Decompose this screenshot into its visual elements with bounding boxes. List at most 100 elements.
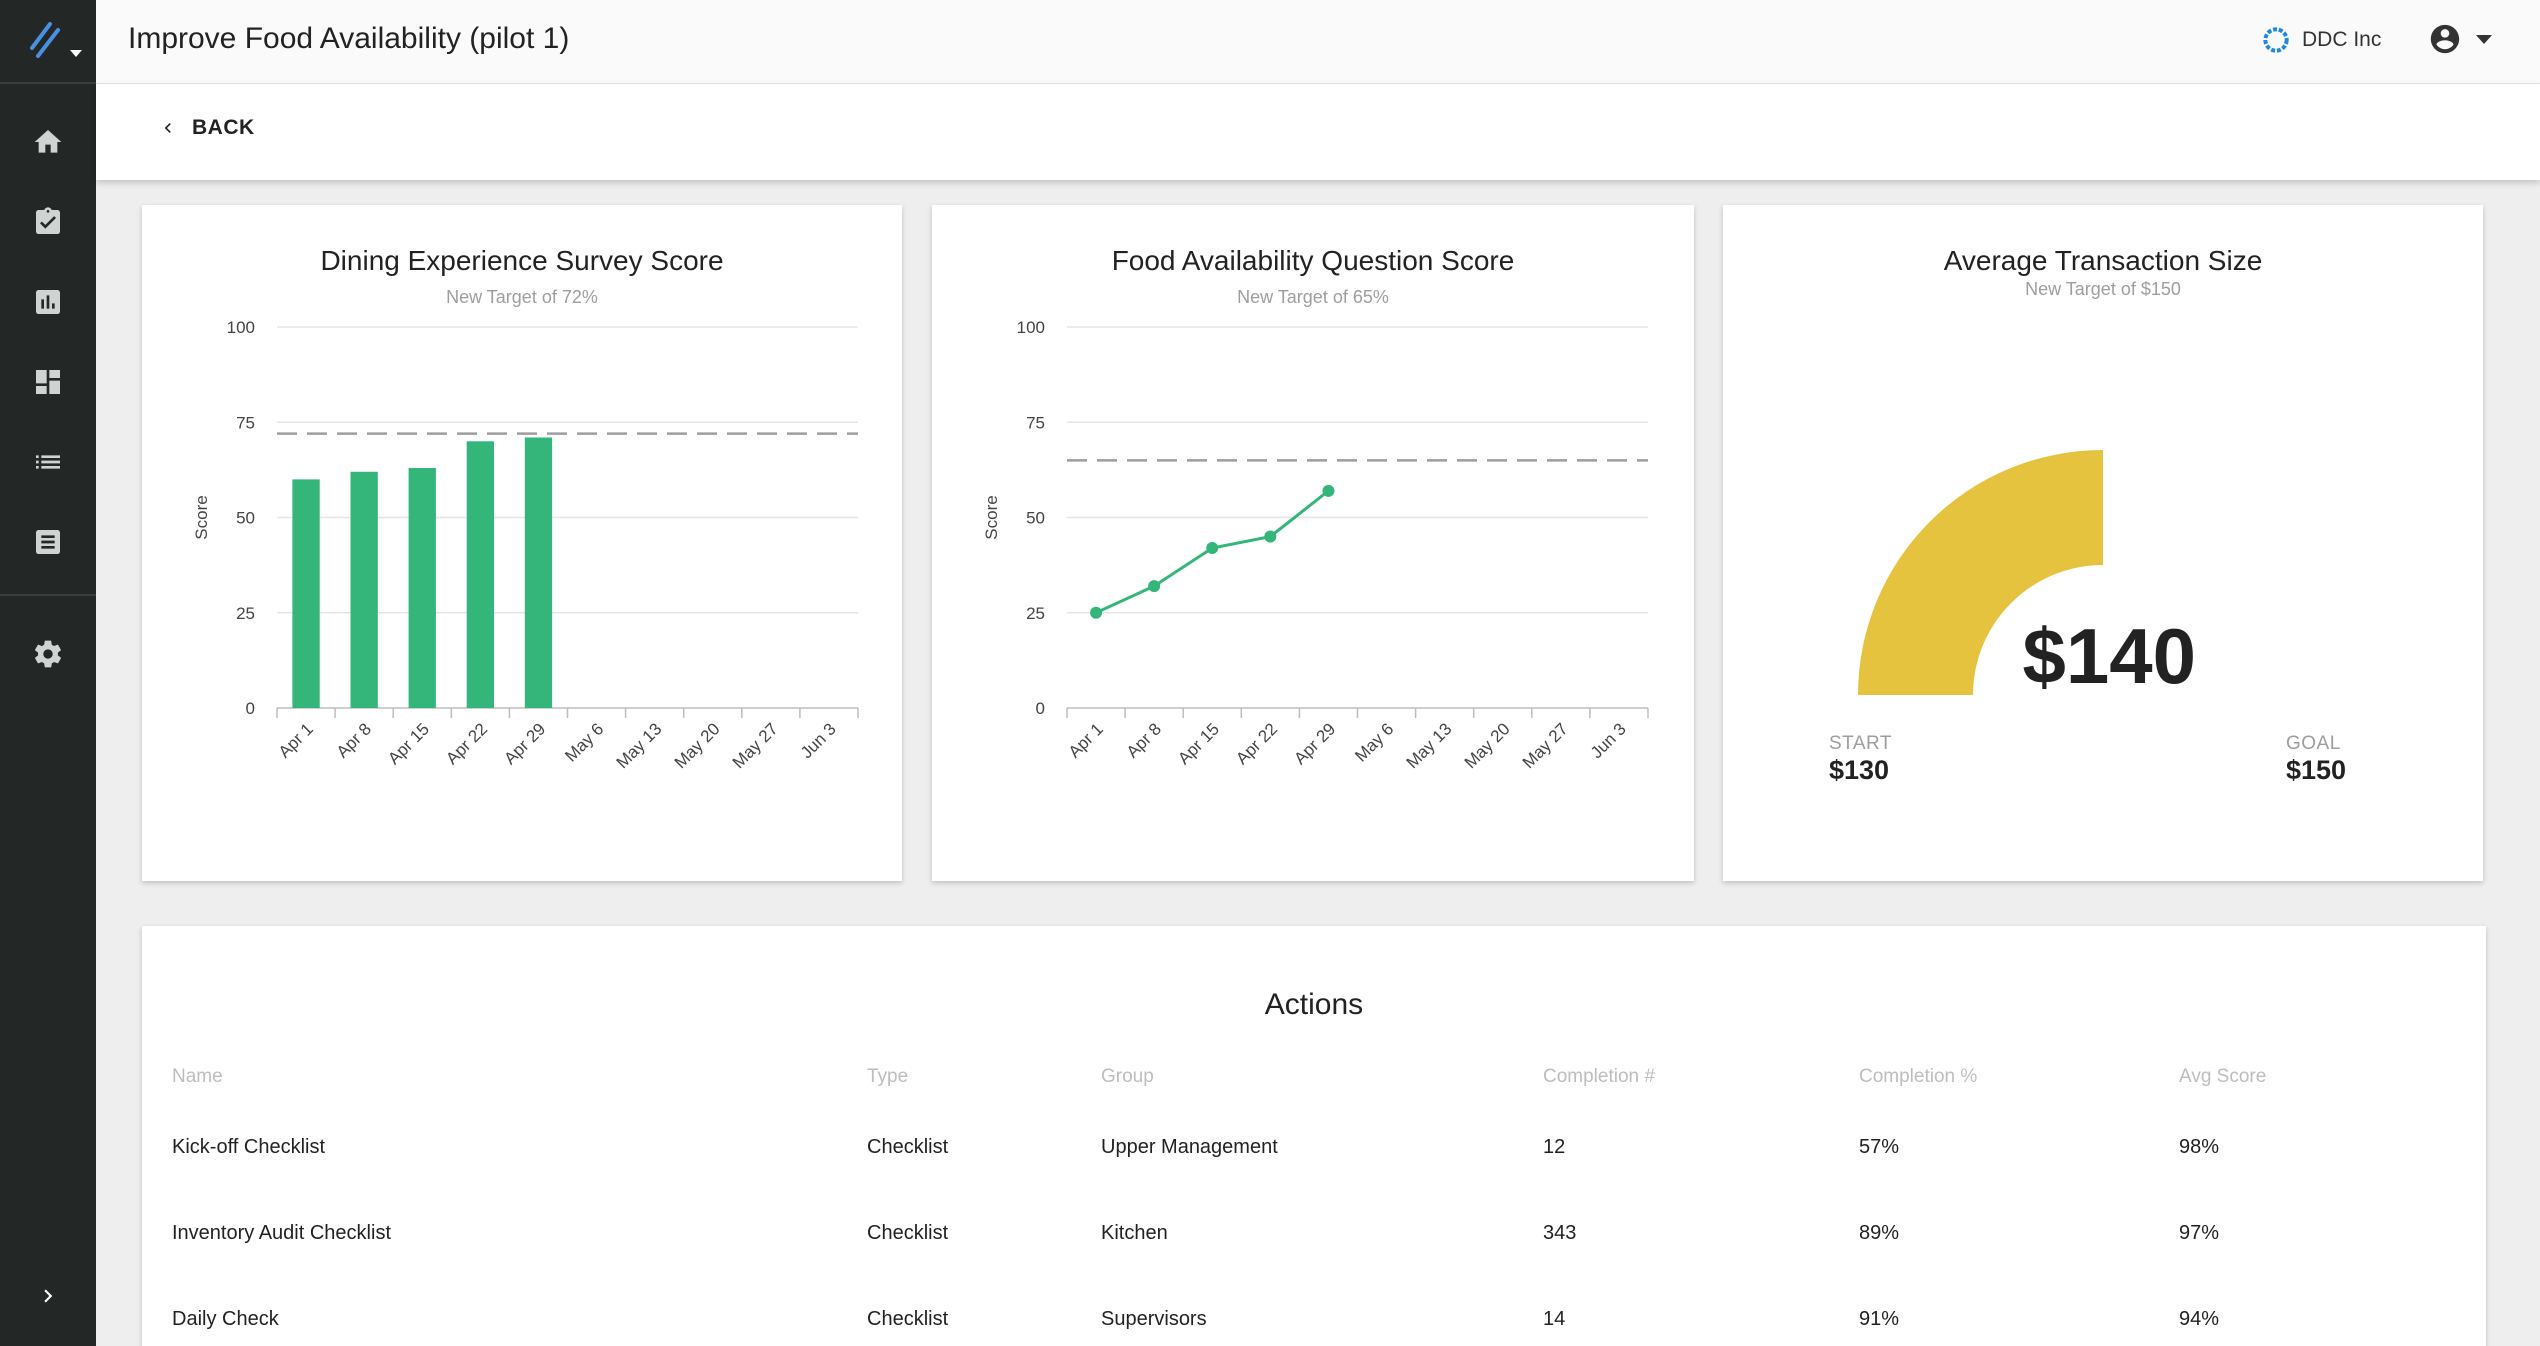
- gauge-goal-caption: GOAL: [2286, 733, 2341, 754]
- column-header-avg-score: Avg Score: [2179, 1066, 2267, 1087]
- action-type: Checklist: [867, 1308, 949, 1330]
- x-tick-label: Apr 1: [1065, 719, 1107, 761]
- dining-survey-score-card: Dining Experience Survey Score New Targe…: [142, 205, 902, 881]
- sidebar-item-dashboard[interactable]: [0, 352, 96, 412]
- action-group: Supervisors: [1101, 1308, 1207, 1330]
- x-tick-label: May 6: [561, 719, 607, 765]
- y-tick-label: 25: [236, 604, 255, 623]
- gear-icon: [35, 640, 61, 668]
- column-header-type: Type: [867, 1066, 909, 1087]
- y-tick-label: 50: [236, 509, 255, 528]
- action-avg-score: 97%: [2179, 1222, 2220, 1244]
- actions-title: Actions: [1264, 988, 1364, 1021]
- x-tick-label: Jun 3: [1587, 719, 1630, 762]
- action-avg-score: 98%: [2179, 1136, 2220, 1158]
- y-axis-title: Score: [192, 495, 211, 539]
- org-switcher[interactable]: DDC Inc: [2260, 24, 2381, 56]
- page-title: Improve Food Availability (pilot 1): [128, 22, 570, 55]
- sidebar-item-records[interactable]: [0, 512, 96, 572]
- bar: [524, 437, 553, 708]
- data-point: [1322, 484, 1335, 497]
- gauge-title: Average Transaction Size: [1943, 245, 2263, 276]
- gauge-progress-arc: [1858, 450, 2103, 695]
- transaction-gauge: [1858, 450, 2103, 695]
- app-logo-menu[interactable]: [0, 0, 96, 84]
- top-bar: Improve Food Availability (pilot 1) DDC …: [96, 0, 2540, 84]
- data-point: [1206, 541, 1219, 554]
- action-type: Checklist: [867, 1136, 949, 1158]
- action-completion-count: 343: [1543, 1222, 1577, 1244]
- average-transaction-size-card: Average Transaction Size New Target of $…: [1723, 205, 2483, 881]
- action-completion-count: 12: [1543, 1136, 1566, 1158]
- data-point: [1148, 580, 1161, 593]
- x-tick-label: May 6: [1351, 719, 1397, 765]
- gauge-start-value: $130: [1829, 755, 1890, 785]
- column-header-group: Group: [1101, 1066, 1154, 1087]
- chevron-left-icon: [164, 123, 171, 133]
- sidebar: [0, 0, 96, 1346]
- y-tick-label: 100: [1017, 318, 1045, 337]
- sidebar-item-settings[interactable]: [0, 624, 96, 684]
- y-tick-label: 0: [246, 699, 255, 718]
- x-tick-label: Apr 1: [275, 719, 317, 761]
- dashboard-icon: [36, 370, 60, 394]
- sidebar-item-home[interactable]: [0, 112, 96, 172]
- back-label: BACK: [192, 116, 255, 139]
- app-logo-icon: [30, 22, 60, 58]
- org-logo-icon: [2263, 27, 2289, 53]
- y-axis-title: Score: [982, 495, 1001, 539]
- org-name: DDC Inc: [2302, 28, 2382, 51]
- clipboard-check-icon: [36, 207, 60, 234]
- action-name: Kick-off Checklist: [172, 1136, 326, 1158]
- chevron-down-icon: [2476, 34, 2492, 44]
- food-availability-line-chart: 0 25 50 75 100 Score Apr 1 Apr 8 Apr 15 Apr 22 Apr…: [982, 318, 1649, 772]
- x-tick-label: Apr 29: [500, 719, 549, 768]
- action-completion-count: 14: [1543, 1308, 1566, 1330]
- bar: [350, 471, 378, 708]
- action-group: Upper Management: [1101, 1136, 1278, 1158]
- action-name: Daily Check: [172, 1308, 279, 1330]
- x-tick-label: Apr 29: [1290, 719, 1339, 768]
- sidebar-expand-button[interactable]: [0, 1266, 96, 1326]
- back-button[interactable]: BACK: [158, 116, 255, 140]
- bar: [466, 441, 495, 708]
- receipt-icon: [36, 530, 60, 554]
- gauge-goal-value: $150: [2286, 755, 2347, 785]
- action-avg-score: 94%: [2179, 1308, 2220, 1330]
- y-tick-label: 100: [227, 318, 255, 337]
- x-tick-label: May 13: [613, 719, 666, 772]
- sidebar-item-checklists[interactable]: [0, 192, 96, 252]
- x-tick-label: Apr 15: [1174, 719, 1223, 768]
- chart-title: Food Availability Question Score: [1111, 245, 1515, 276]
- home-icon: [34, 130, 62, 153]
- chart-title: Dining Experience Survey Score: [320, 245, 724, 276]
- sidebar-item-reports[interactable]: [0, 272, 96, 332]
- dining-survey-bar-chart: 0 25 50 75 100 Score Apr 1 Apr 8 Apr 15 Apr 22 Apr…: [192, 318, 859, 772]
- x-tick-label: May 27: [1519, 719, 1572, 772]
- gauge-start-caption: START: [1829, 733, 1893, 754]
- sidebar-item-lists[interactable]: [0, 432, 96, 492]
- chart-subtitle: New Target of 65%: [1237, 287, 1389, 307]
- y-tick-label: 75: [1026, 413, 1045, 432]
- column-header-completion-percent: Completion %: [1859, 1066, 1978, 1087]
- y-tick-label: 75: [236, 413, 255, 432]
- table-row[interactable]: Daily Check Checklist Supervisors 14 91%…: [142, 1294, 2486, 1346]
- x-tick-label: May 20: [1461, 719, 1514, 772]
- x-tick-label: Apr 22: [442, 719, 491, 768]
- chevron-down-icon: [70, 50, 82, 57]
- data-point: [1090, 606, 1103, 619]
- table-row[interactable]: Kick-off Checklist Checklist Upper Manag…: [142, 1122, 2486, 1208]
- x-tick-label: Apr 8: [1123, 719, 1165, 761]
- user-menu-button[interactable]: [2428, 22, 2492, 56]
- sidebar-divider: [0, 594, 96, 596]
- data-point: [1264, 530, 1277, 543]
- y-tick-label: 50: [1026, 509, 1045, 528]
- back-bar: BACK: [96, 84, 2540, 180]
- bar: [292, 479, 320, 708]
- x-tick-label: Apr 8: [333, 719, 375, 761]
- y-tick-label: 0: [1036, 699, 1045, 718]
- x-tick-label: Apr 22: [1232, 719, 1281, 768]
- food-availability-score-card: Food Availability Question Score New Tar…: [932, 205, 1694, 881]
- table-row[interactable]: Inventory Audit Checklist Checklist Kitc…: [142, 1208, 2486, 1294]
- action-name: Inventory Audit Checklist: [172, 1222, 391, 1244]
